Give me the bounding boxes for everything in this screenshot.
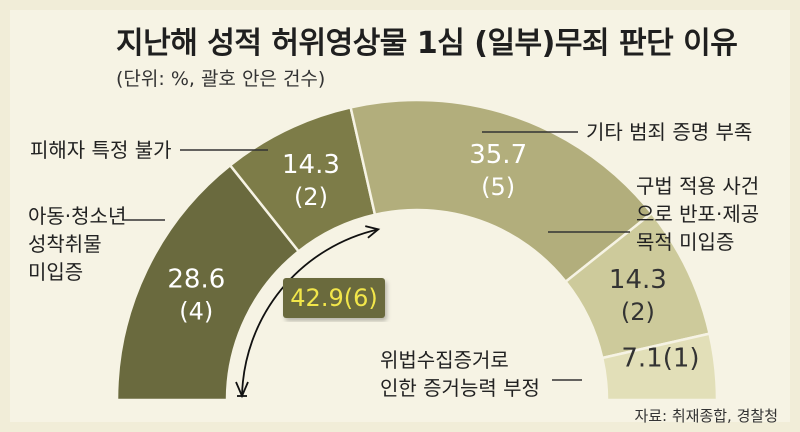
label-slice-1-line-1: 아동·청소년 [28,204,127,228]
label-slice-5: 위법수집증거로 인한 증거능력 부정 [380,346,540,402]
label-slice-1: 아동·청소년 성착취물 미입증 [28,202,126,286]
label-slice-4-line-2: 으로 반포·제공 [636,202,760,226]
slice-3-count-label: (5) [481,173,515,201]
slice-1-value-label: 28.6 [167,265,225,295]
label-slice-2-line-1: 피해자 특정 불가 [30,138,172,162]
annotation-arrow-end [365,225,381,239]
slice-2-value-label: 14.3 [282,150,340,180]
chart-title: 지난해 성적 허위영상물 1심 (일부)무죄 판단 이유 [116,26,738,61]
chart-subtitle: (단위: %, 괄호 안은 건수) [116,68,326,90]
slice-4-count-label: (2) [621,298,655,326]
label-slice-1-line-2: 성착취물 [28,232,102,256]
slice-5 [600,332,719,402]
slice-2-count-label: (2) [294,183,328,211]
label-slice-5-line-1: 위법수집증거로 [380,348,509,372]
annotation-arrow-start [235,381,249,399]
slice-4-value-label: 14.3 [609,265,667,295]
slice-3 [349,98,654,284]
label-slice-1-line-3: 미입증 [28,260,84,284]
label-slice-3: 기타 범죄 증명 부족 [586,118,752,146]
label-slice-4-line-3: 목적 미입증 [636,230,735,254]
slice-3-value-label: 35.7 [469,140,527,170]
slice-5-value-label: 7.1(1) [621,344,699,374]
label-slice-3-line-1: 기타 범죄 증명 부족 [586,120,753,144]
source-note: 자료: 취재종합, 경찰청 [634,407,778,425]
annotation-box [283,278,385,318]
label-slice-2: 피해자 특정 불가 [30,136,172,164]
annotation-text: 42.9(6) [290,284,377,312]
label-slice-4: 구법 적용 사건 으로 반포·제공 목적 미입증 [636,172,759,256]
slice-1-count-label: (4) [179,298,213,326]
label-slice-4-line-1: 구법 적용 사건 [636,174,760,198]
label-slice-5-line-2: 인한 증거능력 부정 [380,376,540,400]
annotation-bracket-arc [241,228,379,397]
